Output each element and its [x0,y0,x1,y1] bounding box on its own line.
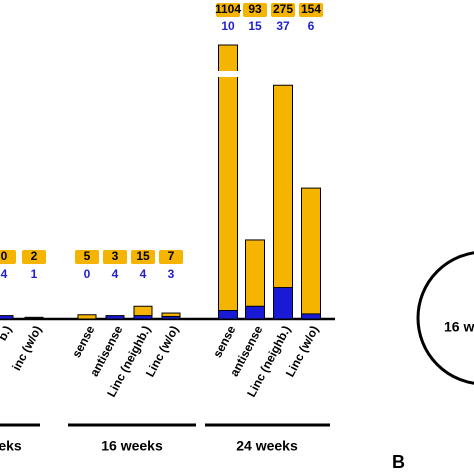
subset-label: 6 [308,19,315,33]
count-box [271,3,295,17]
count-label: 275 [273,2,293,16]
bar-subset [301,313,321,320]
bar-total [301,187,321,320]
subset-label: 37 [276,19,290,33]
category-label: sense [210,323,238,360]
count-box [243,3,267,17]
count-label: 2 [31,249,38,263]
count-box [0,250,16,264]
group-label: 16 weeks [101,438,163,454]
subset-label: 1 [31,267,38,281]
category-label: inc (w/o) [9,323,44,373]
count-box [159,250,183,264]
category-label: sense [69,323,97,360]
bar-total [77,314,97,320]
bar-total [273,84,293,320]
subset-label: 4 [112,267,119,281]
count-label: 1104 [215,2,241,16]
bar-subset [161,315,181,320]
circle-label: 16 w [444,319,474,335]
bar-subset [218,310,238,320]
count-label: 154 [301,2,321,16]
bar-subset [0,315,14,320]
subset-label: 4 [140,267,147,281]
group-label: eks [0,438,22,454]
count-label: 93 [248,2,262,16]
bar-subset [105,315,125,320]
count-box [216,3,240,17]
count-box [22,250,46,264]
bar-subset [133,315,153,320]
count-label: 0 [1,249,8,263]
subset-label: 10 [221,19,235,33]
count-box [103,250,127,264]
count-label: 15 [136,249,150,263]
bar-subset [24,317,44,320]
group-label: 24 weeks [236,438,298,454]
category-label: b.) [0,323,14,343]
count-box [131,250,155,264]
subset-label: 3 [168,267,175,281]
count-label: 5 [84,249,91,263]
count-label: 7 [168,249,175,263]
circle [416,251,474,385]
count-label: 3 [112,249,119,263]
count-box [75,250,99,264]
bar-total [218,44,238,320]
bar-subset [273,287,293,320]
axis-break [217,71,239,77]
subset-label: 0 [84,267,91,281]
panel-label: B [392,452,405,472]
count-box [299,3,323,17]
bar-subset [245,305,265,320]
subset-label: 4 [1,267,8,281]
subset-label: 15 [248,19,262,33]
